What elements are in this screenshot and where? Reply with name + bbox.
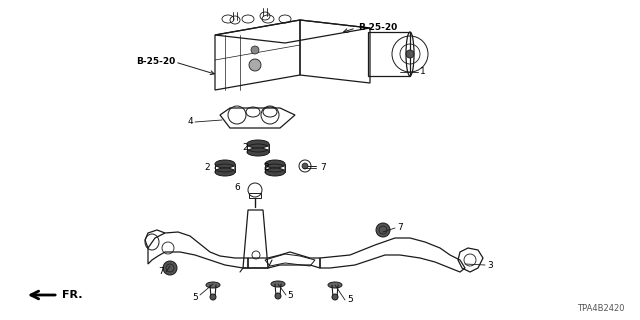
Text: 5: 5 [192, 293, 198, 302]
Ellipse shape [271, 281, 285, 287]
Ellipse shape [265, 168, 285, 176]
Ellipse shape [251, 46, 259, 54]
Ellipse shape [302, 163, 308, 169]
Text: 2: 2 [204, 164, 210, 172]
Text: FR.: FR. [62, 290, 83, 300]
Text: 5: 5 [287, 292, 292, 300]
Text: 2: 2 [243, 143, 248, 153]
Ellipse shape [332, 294, 338, 300]
Ellipse shape [206, 282, 220, 288]
Text: 5: 5 [347, 295, 353, 305]
Ellipse shape [265, 160, 285, 168]
Ellipse shape [210, 294, 216, 300]
Ellipse shape [247, 140, 269, 148]
Text: B-25-20: B-25-20 [358, 23, 397, 33]
Ellipse shape [376, 223, 390, 237]
Text: 3: 3 [487, 260, 493, 269]
Text: 7: 7 [320, 164, 326, 172]
Text: 7: 7 [397, 223, 403, 233]
Ellipse shape [163, 261, 177, 275]
Text: 2: 2 [264, 164, 269, 172]
Ellipse shape [275, 293, 281, 299]
Text: 6: 6 [234, 183, 240, 193]
Ellipse shape [215, 160, 235, 168]
Text: TPA4B2420: TPA4B2420 [577, 304, 625, 313]
Text: 1: 1 [420, 68, 426, 76]
Ellipse shape [249, 59, 261, 71]
Ellipse shape [406, 50, 414, 58]
Text: 7: 7 [158, 268, 164, 276]
Ellipse shape [247, 148, 269, 156]
Ellipse shape [328, 282, 342, 288]
Text: 4: 4 [188, 117, 193, 126]
Text: B-25-20: B-25-20 [136, 58, 175, 67]
Ellipse shape [215, 168, 235, 176]
